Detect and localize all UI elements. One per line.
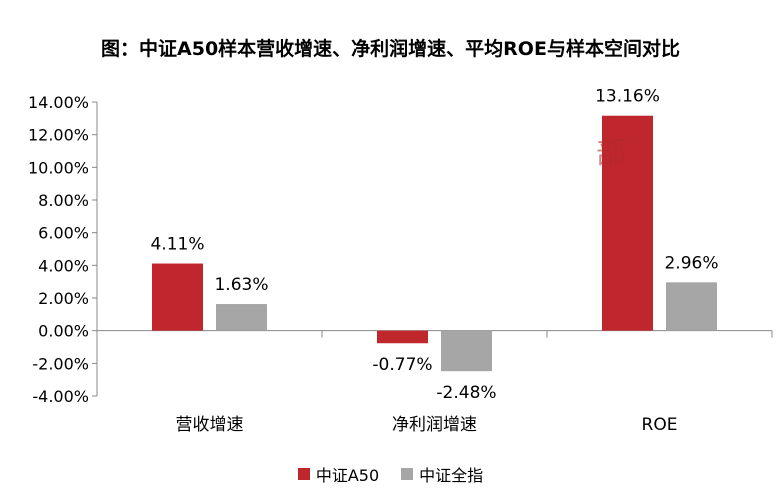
- data-label: -0.77%: [372, 355, 432, 375]
- bar-a50: [602, 115, 653, 331]
- y-tick-label: 10.00%: [28, 158, 89, 177]
- legend-item-all: 中证全指: [401, 462, 483, 486]
- legend-swatch-all: [401, 468, 414, 480]
- y-tick-label: 2.00%: [38, 289, 89, 308]
- legend-item-a50: 中证A50: [297, 462, 380, 486]
- y-tick-label: -4.00%: [32, 387, 89, 406]
- x-category-label: ROE: [642, 415, 678, 435]
- data-label: -2.48%: [436, 383, 496, 403]
- watermark-text: 部: [596, 136, 626, 171]
- y-tick-label: 0.00%: [38, 322, 89, 341]
- y-tick-label: -2.00%: [32, 354, 89, 373]
- y-tick-label: 12.00%: [28, 126, 89, 145]
- y-tick-label: 14.00%: [28, 93, 89, 112]
- data-label: 2.96%: [664, 253, 718, 273]
- legend-swatch-a50: [297, 468, 310, 480]
- data-label: 1.63%: [214, 275, 268, 295]
- bar-all: [441, 330, 492, 372]
- y-tick-label: 4.00%: [38, 256, 89, 275]
- data-label: 4.11%: [150, 235, 204, 255]
- chart-title: 图：中证A50样本营收增速、净利润增速、平均ROE与样本空间对比: [101, 38, 680, 60]
- bar-all: [666, 282, 717, 331]
- x-category-label: 营收增速: [176, 415, 244, 435]
- data-label: 13.16%: [595, 87, 660, 107]
- bar-a50: [152, 263, 203, 331]
- legend: 中证A50 中证全指: [0, 462, 781, 486]
- x-category-label: 净利润增速: [392, 415, 477, 435]
- bar-all: [216, 304, 267, 331]
- y-tick-label: 8.00%: [38, 191, 89, 210]
- y-tick-label: 6.00%: [38, 224, 89, 243]
- bar-a50: [377, 330, 428, 344]
- legend-label-a50: 中证A50: [315, 466, 380, 485]
- legend-label-all: 中证全指: [419, 466, 484, 485]
